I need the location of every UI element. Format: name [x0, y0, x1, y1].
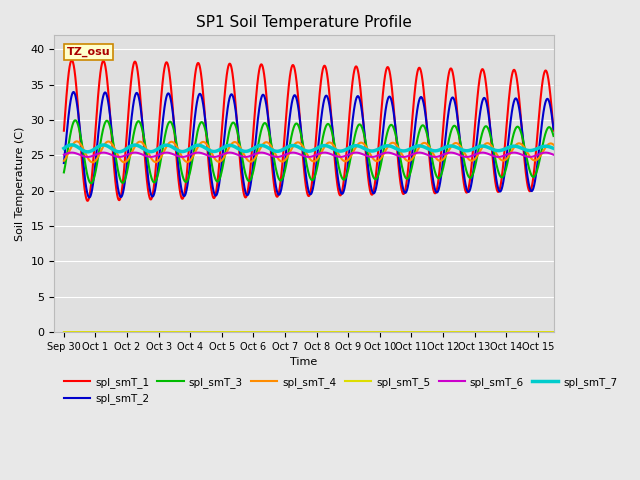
X-axis label: Time: Time — [291, 358, 317, 367]
Title: SP1 Soil Temperature Profile: SP1 Soil Temperature Profile — [196, 15, 412, 30]
Legend: spl_smT_1, spl_smT_2, spl_smT_3, spl_smT_4, spl_smT_5, spl_smT_6, spl_smT_7: spl_smT_1, spl_smT_2, spl_smT_3, spl_smT… — [60, 373, 622, 408]
Text: TZ_osu: TZ_osu — [67, 47, 111, 57]
Y-axis label: Soil Temperature (C): Soil Temperature (C) — [15, 127, 25, 241]
